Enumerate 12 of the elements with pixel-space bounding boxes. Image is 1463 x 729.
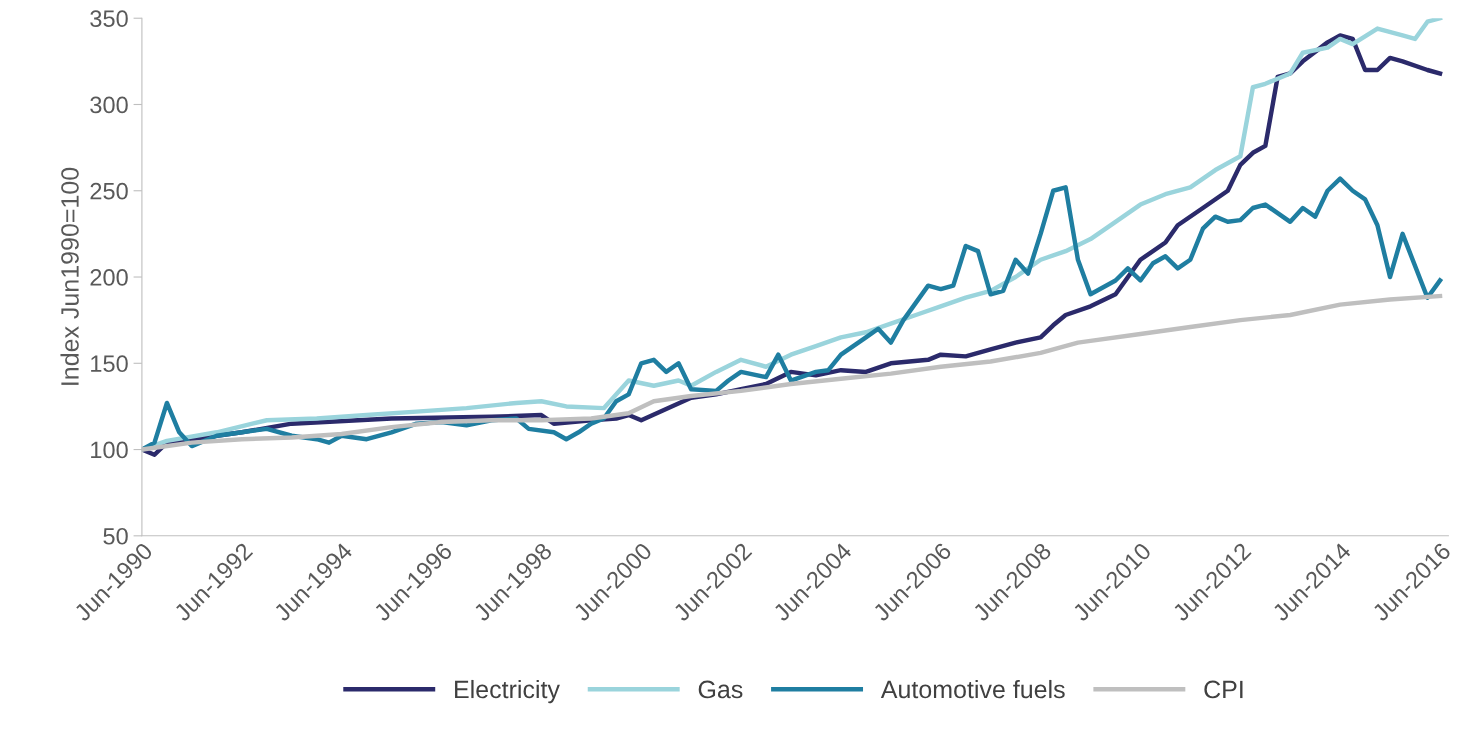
legend-label: Automotive fuels <box>880 679 1065 699</box>
y-tick-label: 350 <box>90 10 128 28</box>
legend-label: Electricity <box>455 679 560 704</box>
y-tick-label: 150 <box>91 355 128 373</box>
y-tick-label: 250 <box>90 182 128 200</box>
legend-label: Gas <box>698 680 743 699</box>
y-tick-label: 100 <box>91 441 128 459</box>
y-tick-label: 300 <box>90 96 128 114</box>
y-axis-title: Index Jun1990=100 <box>60 167 79 385</box>
legend-label: CPI <box>1204 680 1243 699</box>
y-tick-label: 50 <box>103 527 128 545</box>
y-tick-label: 200 <box>90 269 128 286</box>
